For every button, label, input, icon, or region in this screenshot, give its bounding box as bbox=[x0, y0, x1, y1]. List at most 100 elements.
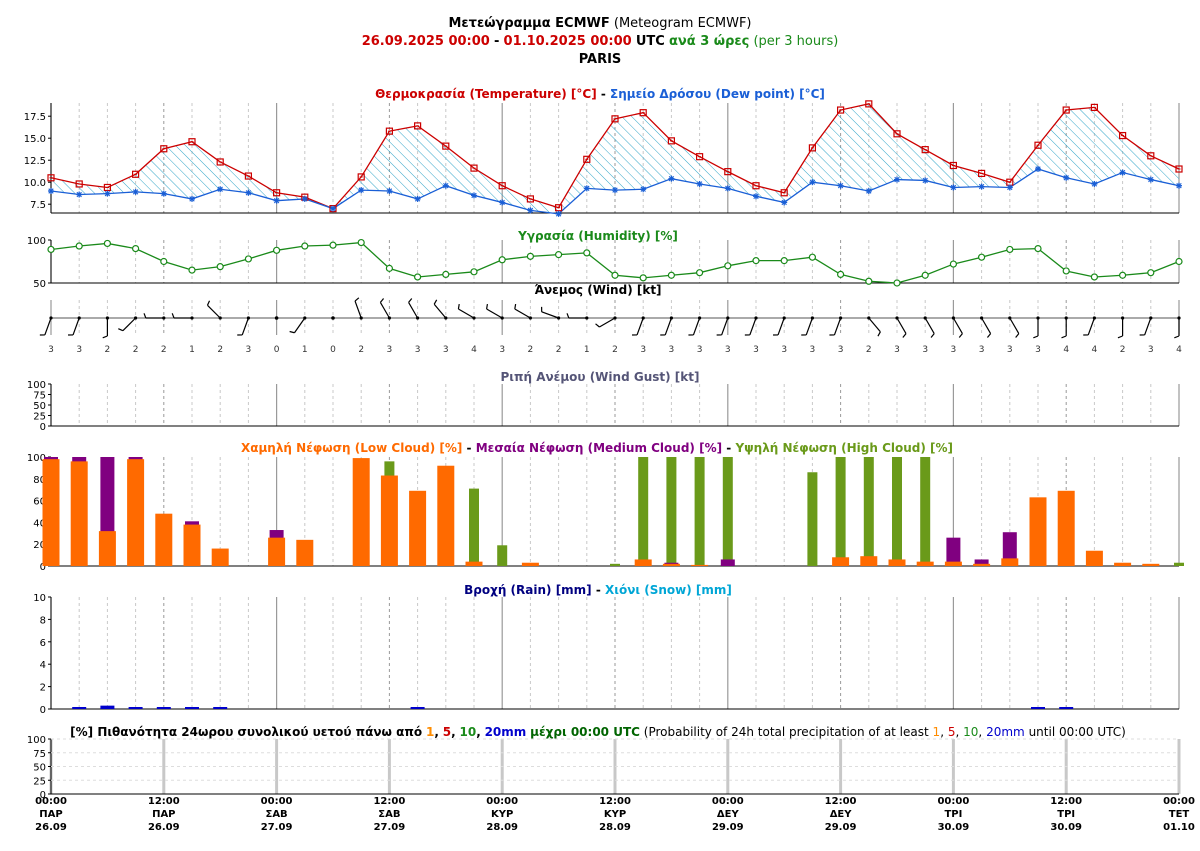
low-cloud-bar bbox=[888, 559, 906, 566]
humidity-point bbox=[75, 242, 83, 250]
dewpoint-point bbox=[696, 180, 703, 187]
wind-speed-label: 3 bbox=[951, 345, 957, 355]
low-cloud-bar bbox=[662, 563, 680, 566]
humidity-point bbox=[47, 245, 55, 254]
wind-barb bbox=[68, 316, 81, 336]
cloud-ytick-label: 100 bbox=[27, 453, 46, 464]
wind-barb bbox=[895, 316, 907, 338]
wind-barb bbox=[980, 316, 992, 338]
wind-speed-label: 2 bbox=[866, 345, 872, 355]
temperature-title: Θερμοκρασία (Temperature) [°C] bbox=[375, 87, 597, 101]
low-cloud-bar bbox=[1142, 563, 1160, 566]
humidity-point bbox=[357, 238, 365, 247]
humidity-point bbox=[893, 279, 901, 287]
humidity-point bbox=[188, 266, 196, 274]
low-cloud-bar bbox=[860, 556, 878, 566]
wind-speed-label: 3 bbox=[781, 345, 787, 355]
wind-speed-label: 4 bbox=[1092, 345, 1098, 355]
x-tick-date: 28.09 bbox=[599, 822, 631, 833]
dewpoint-point bbox=[499, 199, 506, 206]
wind-speed-label: 3 bbox=[76, 345, 82, 355]
wind-barb bbox=[1008, 316, 1020, 338]
date-end: 01.10.2025 00:00 bbox=[503, 34, 632, 49]
wind-barb bbox=[1174, 316, 1181, 339]
wind-barb bbox=[1139, 316, 1153, 336]
dewpoint-point bbox=[104, 190, 111, 197]
wind-barb bbox=[951, 316, 963, 338]
dewpoint-point bbox=[753, 193, 759, 200]
humidity-point bbox=[442, 270, 450, 278]
humidity-point bbox=[780, 257, 788, 265]
low-cloud-bar bbox=[691, 564, 709, 566]
low-cloud-bar bbox=[1085, 550, 1103, 566]
medium-cloud-title: Μεσαία Νέφωση (Medium Cloud) [%] bbox=[476, 441, 722, 455]
x-tick-day: ΚΥΡ bbox=[604, 809, 626, 820]
x-tick-date: 28.09 bbox=[486, 822, 518, 833]
dewpoint-point bbox=[950, 184, 957, 191]
humidity-point bbox=[385, 264, 393, 272]
x-tick-date: 30.09 bbox=[938, 822, 970, 833]
wind-speed-label: 3 bbox=[979, 345, 985, 355]
x-tick-day: ΠΑΡ bbox=[39, 809, 62, 820]
wind-barb bbox=[379, 298, 391, 320]
temperature-point bbox=[724, 168, 732, 176]
humidity-point bbox=[273, 246, 281, 254]
temperature-point bbox=[1090, 103, 1099, 112]
wind-barb bbox=[595, 316, 617, 328]
wind-barb bbox=[688, 316, 702, 336]
humidity-point bbox=[1062, 267, 1070, 275]
rain-ytick-label: 2 bbox=[40, 683, 46, 694]
low-cloud-bar bbox=[1001, 558, 1019, 566]
temperature-point bbox=[498, 182, 506, 190]
wind-speed-label: 3 bbox=[725, 345, 731, 355]
wind-speed-label: 2 bbox=[556, 345, 562, 355]
humidity-point bbox=[470, 268, 478, 276]
wind-barb bbox=[102, 316, 109, 339]
dewpoint-point bbox=[1091, 180, 1098, 187]
temp-title-sep: - bbox=[601, 87, 606, 101]
high-cloud-bar bbox=[666, 457, 677, 566]
dewpoint-point bbox=[1176, 182, 1182, 189]
gust-ytick-label: 0 bbox=[40, 422, 46, 433]
temp-ytick-label: 12.5 bbox=[24, 156, 46, 167]
wind-speed-label: 3 bbox=[922, 345, 928, 355]
dewpoint-point bbox=[414, 195, 421, 202]
humidity-point bbox=[977, 253, 986, 261]
medium-cloud-bar bbox=[720, 559, 735, 566]
cloud-ytick-label: 60 bbox=[33, 497, 46, 508]
wind-speed-label: 3 bbox=[753, 345, 759, 355]
temperature-point bbox=[893, 130, 901, 138]
prob-ytick-label: 75 bbox=[33, 749, 46, 760]
low-cloud-bar bbox=[973, 563, 991, 566]
dewpoint-point bbox=[865, 188, 872, 194]
wind-speed-label: 2 bbox=[133, 345, 139, 355]
rain-bar bbox=[1059, 707, 1074, 709]
low-cloud-bar bbox=[1114, 562, 1132, 566]
wind-speed-label: 3 bbox=[48, 345, 54, 355]
dewpoint-point bbox=[781, 199, 788, 206]
humidity-point bbox=[1090, 273, 1099, 281]
wind-barb bbox=[1033, 316, 1040, 339]
low-cloud-bar bbox=[437, 465, 455, 566]
wind-barb bbox=[354, 297, 363, 320]
wind-speed-label: 0 bbox=[330, 345, 336, 355]
wind-speed-label: 1 bbox=[302, 345, 308, 355]
wind-barb bbox=[541, 306, 561, 320]
temperature-point bbox=[75, 180, 83, 188]
humidity-point bbox=[667, 271, 676, 279]
humidity-point bbox=[301, 242, 309, 250]
gust-ytick-label: 25 bbox=[33, 412, 46, 423]
cloud-ytick-label: 20 bbox=[33, 540, 46, 551]
wind-barb bbox=[289, 316, 307, 334]
wind-barb bbox=[744, 316, 758, 336]
temperature-point bbox=[357, 173, 365, 181]
dewpoint-point bbox=[76, 191, 83, 198]
wind-speed-label: 3 bbox=[415, 345, 421, 355]
wind-barb bbox=[829, 316, 843, 336]
x-tick-day: ΔΕΥ bbox=[830, 809, 853, 820]
x-tick-date: 27.09 bbox=[374, 822, 406, 833]
x-tick-day: ΔΕΥ bbox=[717, 809, 740, 820]
high-cloud-bar bbox=[863, 457, 874, 566]
wind-barb bbox=[801, 316, 815, 336]
low-cloud-bar bbox=[944, 561, 962, 566]
